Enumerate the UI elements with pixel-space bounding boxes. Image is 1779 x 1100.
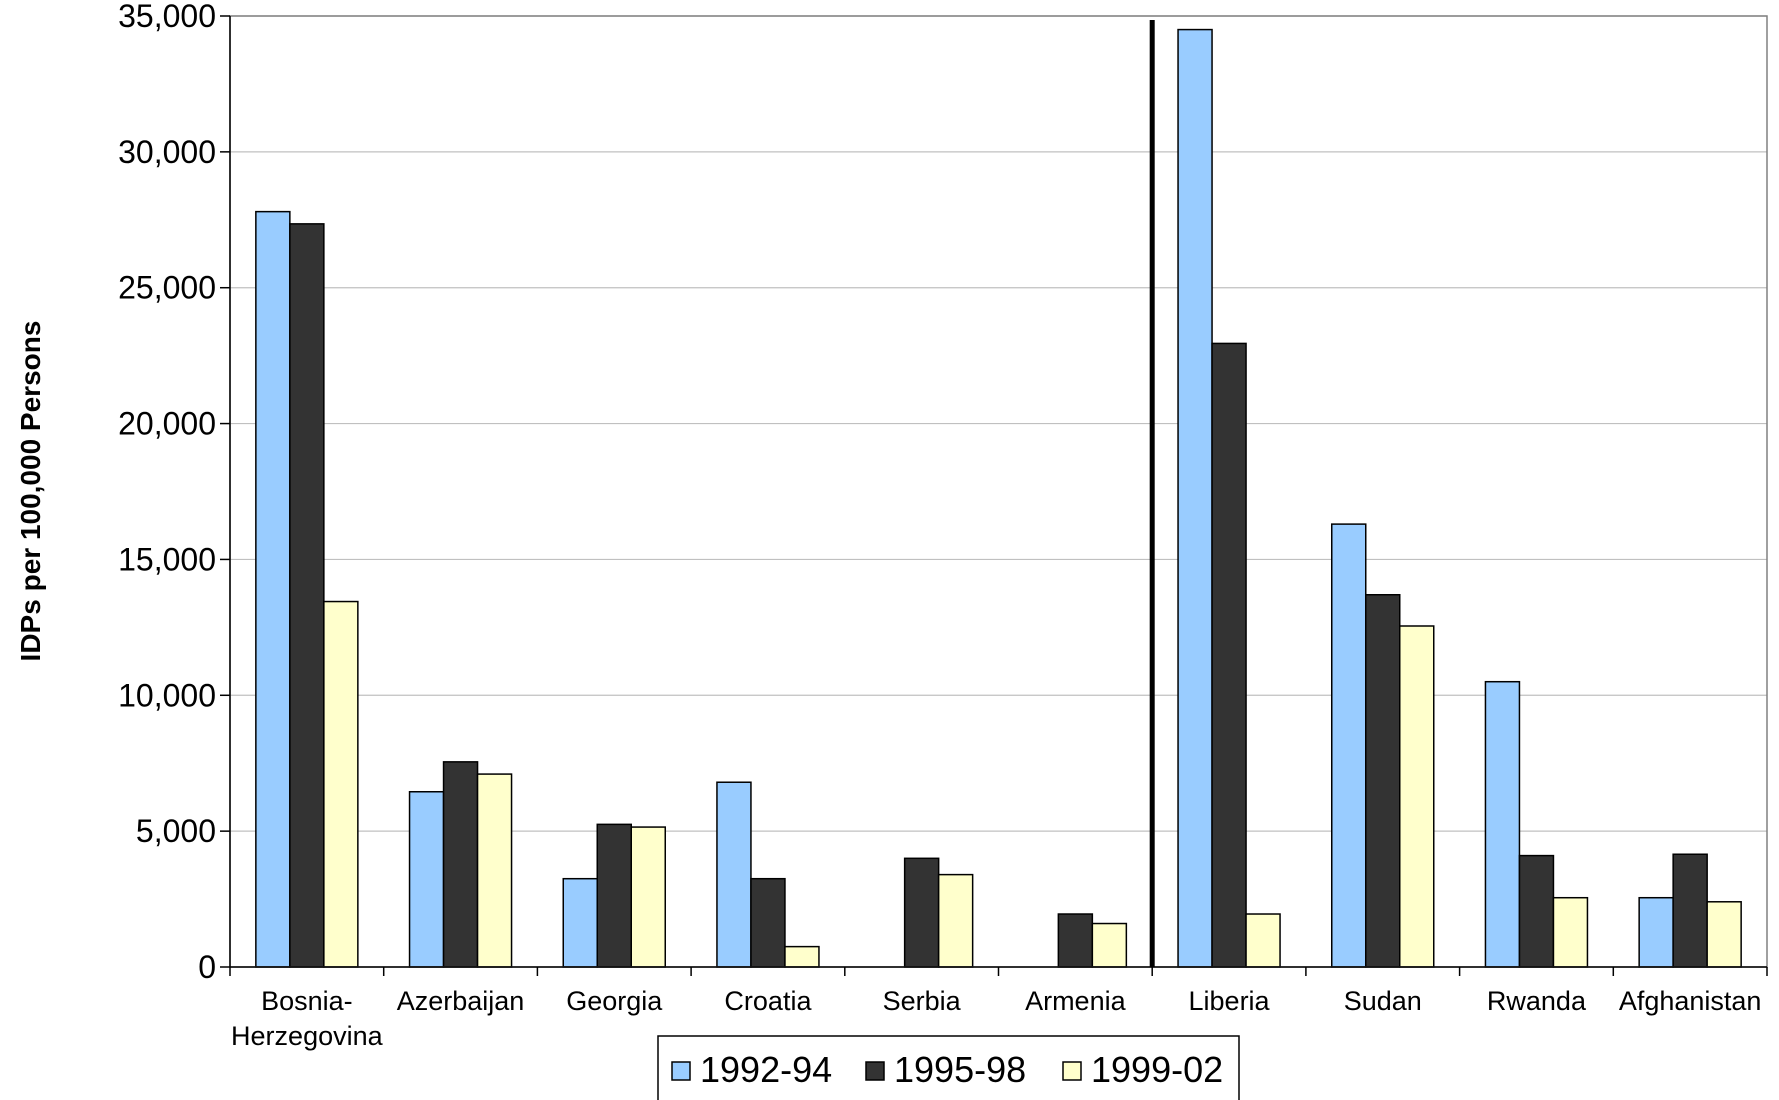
bar bbox=[1245, 913, 1281, 968]
x-category-label: Rwanda bbox=[1487, 986, 1587, 1016]
gridlines bbox=[230, 15, 1767, 832]
bar bbox=[1177, 28, 1213, 968]
bar bbox=[255, 210, 291, 968]
bar bbox=[1672, 853, 1708, 968]
y-axis-title: IDPs per 100,000 Persons bbox=[15, 321, 46, 662]
y-tick-label: 35,000 bbox=[118, 0, 216, 34]
x-category-label: Azerbaijan bbox=[397, 986, 525, 1016]
bar bbox=[1365, 594, 1401, 968]
legend-swatch bbox=[1062, 1061, 1082, 1081]
bar bbox=[1331, 523, 1367, 968]
x-category-label: Croatia bbox=[724, 986, 812, 1016]
bar bbox=[1091, 922, 1128, 968]
x-category-label: Herzegovina bbox=[231, 1021, 384, 1051]
x-axis-ticks: Bosnia- Herzegovina Azerbaijan Georgia Croat… bbox=[229, 967, 1768, 1051]
bar bbox=[1638, 896, 1674, 968]
y-tick-label: 20,000 bbox=[118, 406, 216, 442]
bar bbox=[1484, 680, 1521, 968]
x-category-label: Georgia bbox=[566, 986, 663, 1016]
bar bbox=[937, 873, 974, 968]
bar bbox=[596, 823, 632, 968]
bar bbox=[1552, 896, 1589, 968]
bar bbox=[1057, 913, 1094, 968]
bar bbox=[1399, 625, 1435, 968]
x-category-label: Serbia bbox=[883, 986, 962, 1016]
x-category-label: Afghanistan bbox=[1619, 986, 1762, 1016]
y-tick-label: 5,000 bbox=[136, 813, 216, 849]
y-tick-label: 0 bbox=[198, 949, 216, 985]
x-category-label: Liberia bbox=[1189, 986, 1271, 1016]
legend-label: 1999-02 bbox=[1091, 1049, 1223, 1090]
bar bbox=[1706, 901, 1742, 968]
bar bbox=[630, 826, 666, 968]
y-tick-label: 15,000 bbox=[118, 541, 216, 577]
bar bbox=[1518, 854, 1555, 968]
y-tick-label: 10,000 bbox=[118, 677, 216, 713]
bar bbox=[408, 790, 445, 968]
bar bbox=[562, 877, 598, 968]
legend-label: 1992-94 bbox=[700, 1049, 832, 1090]
legend: 1992-94 1995-98 1999-02 bbox=[657, 1035, 1240, 1100]
bar bbox=[1211, 342, 1247, 968]
y-tick-label: 25,000 bbox=[118, 270, 216, 306]
bars bbox=[255, 28, 1742, 968]
y-tick-label: 30,000 bbox=[118, 134, 216, 170]
bar bbox=[903, 857, 940, 968]
x-category-label: Sudan bbox=[1344, 986, 1422, 1016]
legend-box bbox=[657, 1035, 1240, 1100]
x-category-label: Armenia bbox=[1025, 986, 1127, 1016]
bar bbox=[476, 773, 513, 968]
bar bbox=[784, 945, 820, 968]
bar bbox=[442, 761, 479, 968]
bar bbox=[750, 877, 786, 968]
y-axis-ticks: 0 5,000 10,000 15,000 20,000 25,000 30,000 35,0… bbox=[118, 0, 230, 985]
legend-label: 1995-98 bbox=[894, 1049, 1026, 1090]
bar bbox=[289, 223, 325, 968]
legend-swatch bbox=[865, 1061, 885, 1081]
bar bbox=[323, 600, 359, 968]
bar bbox=[716, 781, 752, 968]
legend-swatch bbox=[671, 1061, 691, 1081]
x-category-label: Bosnia- bbox=[261, 986, 353, 1016]
